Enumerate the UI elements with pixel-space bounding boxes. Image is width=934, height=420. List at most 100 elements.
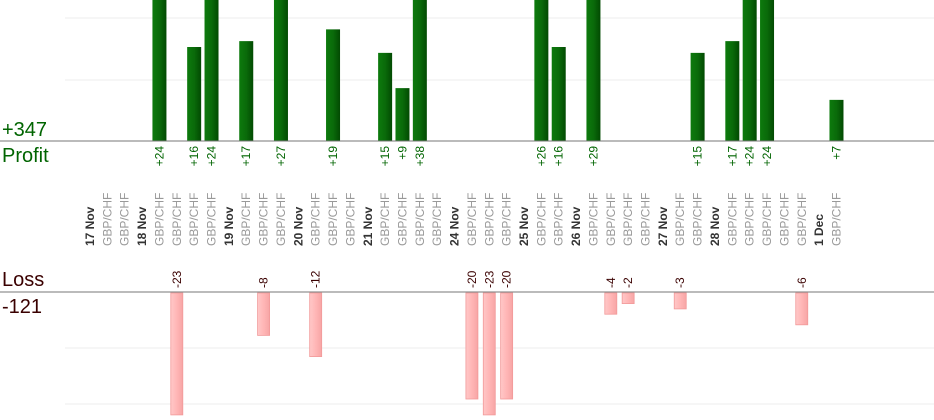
- instrument-label: GBP/CHF: [257, 193, 271, 246]
- instrument-label: GBP/CHF: [239, 193, 253, 246]
- instrument-label: GBP/CHF: [309, 193, 323, 246]
- date-label: 19 Nov: [222, 206, 236, 246]
- value-labels: +24-23+16 +24 +17-8+27-12+19 +15 +9 +38-20 -23…: [152, 146, 843, 288]
- loss-bar: [500, 292, 514, 400]
- instrument-label: GBP/CHF: [534, 193, 548, 246]
- date-label: 17 Nov: [83, 206, 97, 246]
- profit-bar: [534, 0, 549, 141]
- instrument-label: GBP/CHF: [829, 193, 843, 246]
- instrument-label: GBP/CHF: [795, 193, 809, 246]
- instrument-label: GBP/CHF: [500, 193, 514, 246]
- loss-bar: [309, 292, 323, 357]
- instrument-label: GBP/CHF: [586, 193, 600, 246]
- loss-value-label: -2: [621, 277, 635, 288]
- profit-bar: [412, 0, 427, 141]
- profit-value-label: +15: [378, 146, 392, 167]
- profit-bar: [326, 29, 341, 141]
- instrument-label: GBP/CHF: [673, 193, 687, 246]
- instrument-label: GBP/CHF: [777, 193, 791, 246]
- profit-bar: [378, 52, 393, 141]
- date-label: 1 Dec: [812, 214, 826, 246]
- instrument-label: GBP/CHF: [343, 193, 357, 246]
- loss-value-label: -12: [309, 270, 323, 288]
- instrument-label: GBP/CHF: [430, 193, 444, 246]
- instrument-label: GBP/CHF: [274, 193, 288, 246]
- profit-bar: [152, 0, 167, 141]
- instrument-label: GBP/CHF: [413, 193, 427, 246]
- instrument-label: GBP/CHF: [395, 193, 409, 246]
- profit-bar: [204, 0, 219, 141]
- date-label: 20 Nov: [291, 206, 305, 246]
- instrument-label: GBP/CHF: [187, 193, 201, 246]
- loss-value-label: -23: [170, 270, 184, 288]
- instrument-label: GBP/CHF: [760, 193, 774, 246]
- profit-value-label: +7: [829, 146, 843, 160]
- loss-label: Loss: [2, 269, 45, 291]
- instrument-label: GBP/CHF: [604, 193, 618, 246]
- instrument-label: GBP/CHF: [691, 193, 705, 246]
- profit-bar: [586, 0, 601, 141]
- instrument-label: GBP/CHF: [378, 193, 392, 246]
- profit-bar: [187, 47, 202, 141]
- profit-value-label: +38: [413, 146, 427, 167]
- profit-bar: [829, 99, 844, 141]
- profit-value-label: +17: [239, 146, 253, 167]
- instrument-label: GBP/CHF: [326, 193, 340, 246]
- loss-bar: [795, 292, 809, 326]
- profit-value-label: +27: [274, 146, 288, 167]
- profit-value-label: +19: [326, 146, 340, 167]
- profit-value-label: +16: [187, 146, 201, 167]
- loss-bar: [170, 292, 184, 416]
- instrument-label: GBP/CHF: [118, 193, 132, 246]
- instrument-label: GBP/CHF: [465, 193, 479, 246]
- loss-total: -121: [2, 296, 43, 318]
- loss-value-label: -8: [257, 277, 271, 288]
- date-label: 21 Nov: [361, 206, 375, 246]
- loss-bar: [482, 292, 496, 416]
- profit-bar: [690, 52, 705, 141]
- loss-value-label: -20: [500, 270, 514, 288]
- profit-value-label: +16: [552, 146, 566, 167]
- date-label: 25 Nov: [517, 206, 531, 246]
- date-label: 28 Nov: [708, 206, 722, 246]
- loss-value-label: -20: [465, 270, 479, 288]
- date-label: 24 Nov: [448, 206, 462, 246]
- loss-value-label: -23: [482, 270, 496, 288]
- profit-bar: [551, 47, 566, 141]
- loss-value-label: -6: [795, 277, 809, 288]
- date-label: 18 Nov: [135, 206, 149, 246]
- instrument-label: GBP/CHF: [725, 193, 739, 246]
- profit-value-label: +24: [760, 146, 774, 167]
- profit-value-label: +24: [152, 146, 166, 167]
- profit-label: Profit: [2, 145, 49, 167]
- loss-bar: [604, 292, 618, 315]
- loss-bar: [465, 292, 479, 400]
- instrument-label: GBP/CHF: [152, 193, 166, 246]
- loss-bar: [673, 292, 687, 310]
- loss-value-label: -4: [604, 277, 618, 288]
- profit-value-label: +24: [205, 146, 219, 167]
- date-label: 26 Nov: [569, 206, 583, 246]
- category-labels: 17 Nov GBP/CHF GBP/CHF 18 Nov GBP/CHF GBP/CHF…: [83, 193, 843, 246]
- instrument-label: GBP/CHF: [743, 193, 757, 246]
- instrument-label: GBP/CHF: [205, 193, 219, 246]
- profit-value-label: +9: [395, 146, 409, 160]
- loss-value-label: -3: [673, 277, 687, 288]
- profit-bar: [742, 0, 757, 141]
- profit-value-label: +15: [691, 146, 705, 167]
- profit-total: +347: [2, 119, 48, 141]
- bars: [152, 0, 844, 416]
- profit-bar: [760, 0, 775, 141]
- loss-bar: [621, 292, 635, 305]
- instrument-label: GBP/CHF: [482, 193, 496, 246]
- instrument-label: GBP/CHF: [100, 193, 114, 246]
- instrument-label: GBP/CHF: [552, 193, 566, 246]
- profit-value-label: +29: [586, 146, 600, 167]
- instrument-label: GBP/CHF: [621, 193, 635, 246]
- loss-bar: [257, 292, 271, 336]
- date-label: 27 Nov: [656, 206, 670, 246]
- profit-bar: [239, 41, 254, 141]
- instrument-label: GBP/CHF: [170, 193, 184, 246]
- profit-bar: [395, 88, 410, 141]
